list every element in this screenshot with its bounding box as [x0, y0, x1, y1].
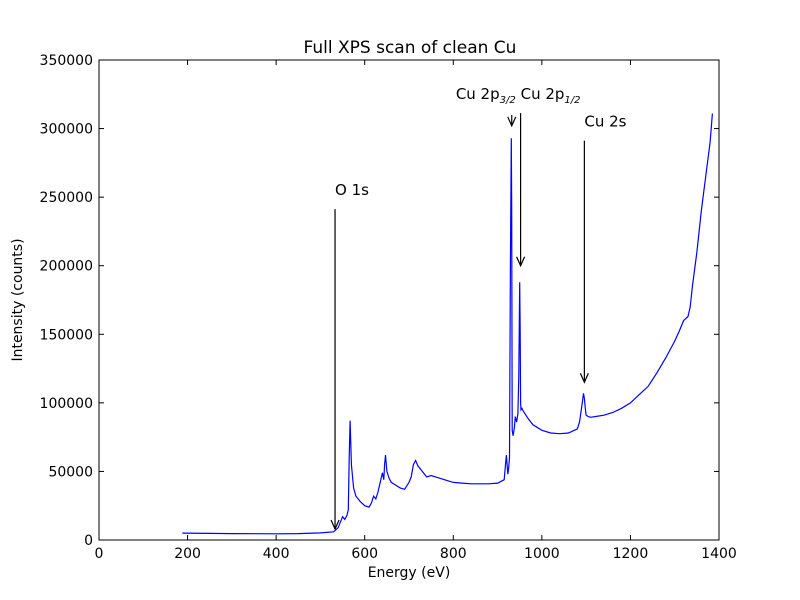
plot-frame	[98, 59, 720, 541]
x-tick-label: 200	[174, 546, 201, 562]
x-tick-label: 1200	[613, 546, 649, 562]
x-tick-label: 1000	[524, 546, 560, 562]
x-axis: 0 200 400 600 800 1000 1200 1400	[95, 60, 737, 562]
plot-area	[98, 59, 720, 541]
annotation-arrowhead-2	[516, 256, 526, 268]
y-tick-label: 150000	[40, 327, 93, 343]
y-tick-label: 0	[84, 533, 93, 549]
y-tick-label: 50000	[48, 464, 93, 480]
chart-title: Full XPS scan of clean Cu	[304, 38, 517, 58]
annotation-arrowhead-1	[507, 116, 517, 128]
annotation-label-2: Cu 2p1/2	[521, 85, 581, 106]
annotation-label-3: Cu 2s	[584, 113, 626, 131]
x-tick-label: 600	[351, 546, 378, 562]
y-tick-label: 250000	[40, 190, 93, 206]
x-tick-label: 1400	[701, 546, 737, 562]
y-tick-label: 350000	[40, 53, 93, 69]
x-tick-label: 400	[263, 546, 290, 562]
y-tick-label: 200000	[40, 259, 93, 275]
y-axis-label: Intensity (counts)	[10, 238, 26, 361]
x-tick-label: 800	[440, 546, 467, 562]
x-axis-label: Energy (eV)	[368, 565, 451, 581]
y-tick-label: 100000	[40, 396, 93, 412]
annotation-arrowhead-0	[330, 519, 340, 531]
annotation-label-0: O 1s	[335, 181, 369, 199]
x-tick-label: 0	[95, 546, 104, 562]
peak-annotations: O 1s Cu 2p3/2 Cu 2p1/2Cu 2s	[330, 85, 627, 531]
annotation-label-1: Cu 2p3/2	[456, 85, 516, 106]
y-tick-label: 300000	[40, 122, 93, 138]
series-line-0	[182, 113, 713, 535]
y-axis: 0 50000 100000 150000 200000 250000 300000 3500…	[40, 53, 719, 549]
annotation-arrowhead-3	[579, 373, 589, 384]
